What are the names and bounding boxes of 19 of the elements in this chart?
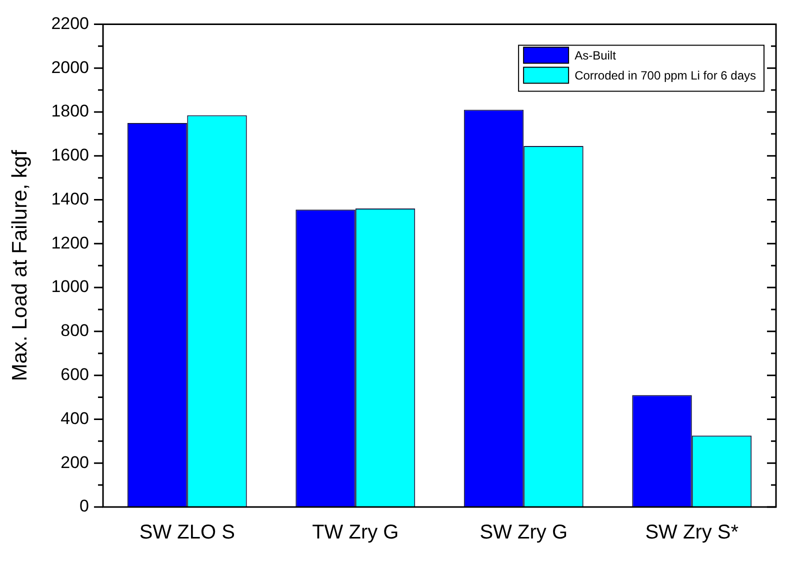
y-axis-title: Max. Load at Failure, kgf xyxy=(8,150,32,382)
y-tick-label: 400 xyxy=(60,408,90,428)
y-tick-label: 1200 xyxy=(51,233,90,252)
y-tick-label: 1000 xyxy=(51,277,90,296)
legend-label: Corroded in 700 ppm Li for 6 days xyxy=(574,68,756,83)
y-tick-label: 1800 xyxy=(51,102,90,121)
y-tick-label: 600 xyxy=(60,365,90,384)
y-tick-label: 1600 xyxy=(51,146,90,165)
y-tick-label: 0 xyxy=(80,496,90,516)
y-tick-label: 200 xyxy=(60,452,90,472)
y-tick-label: 1400 xyxy=(51,189,90,208)
y-tick-label: 2200 xyxy=(51,14,90,33)
x-tick-label: TW Zry G xyxy=(312,522,399,544)
x-tick-label: SW ZLO S xyxy=(139,522,235,544)
x-tick-label: SW Zry S* xyxy=(645,522,739,544)
legend-label: As-Built xyxy=(574,48,617,63)
y-tick-label: 2000 xyxy=(51,58,90,77)
y-tick-label: 800 xyxy=(60,321,90,340)
x-tick-label: SW Zry G xyxy=(480,522,568,544)
